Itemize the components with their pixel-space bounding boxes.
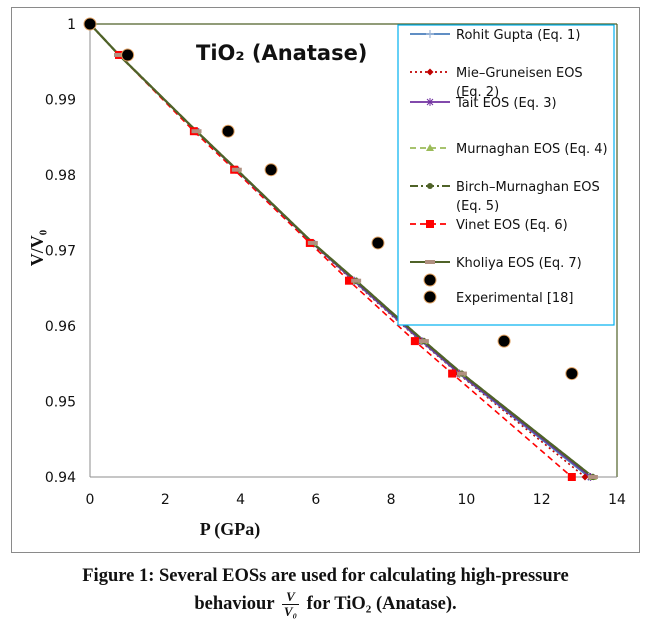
legend-label-continued: (Eq. 5) [456, 199, 499, 214]
experimental-point [264, 163, 278, 177]
data-point-series-6 [418, 339, 429, 344]
caption-line-1: Figure 1: Several EOSs are used for calc… [82, 566, 569, 586]
legend-swatch-marker [426, 98, 434, 106]
legend-swatch-marker [426, 220, 434, 228]
y-tick-label: 0.94 [45, 470, 76, 486]
experimental-point [121, 48, 135, 62]
data-point-series-6 [113, 52, 124, 57]
legend-label: Birch–Murnaghan EOS [456, 180, 600, 195]
legend-swatch-marker [427, 183, 433, 189]
x-tick-label: 12 [533, 492, 551, 508]
y-axis-label: V/V₀ [27, 230, 47, 266]
legend-swatch-marker [426, 30, 434, 38]
chart-frame [11, 7, 640, 553]
experimental-point [221, 124, 235, 138]
legend-label: Mie–Gruneisen EOS [456, 66, 583, 81]
legend-item: Rohit Gupta (Eq. 1) [410, 28, 580, 43]
legend-item: Kholiya EOS (Eq. 7) [410, 256, 582, 271]
legend-item: Mie–Gruneisen EOS (Eq. 2) [410, 66, 583, 100]
legend-label: Murnaghan EOS (Eq. 4) [456, 142, 608, 157]
experimental-point [497, 334, 511, 348]
data-point-series-5 [344, 276, 353, 285]
legend-swatch-marker [426, 144, 434, 151]
fraction-numerator: V [281, 590, 300, 606]
x-tick-label: 10 [458, 492, 476, 508]
x-tick-label: 6 [311, 492, 320, 508]
legend-swatch-marker [426, 68, 434, 76]
x-tick-label: 0 [86, 492, 95, 508]
y-tick-label: 1 [67, 17, 76, 33]
x-tick-label: 8 [387, 492, 396, 508]
legend-item: Tait EOS (Eq. 3) [410, 96, 557, 111]
data-point-series-5 [410, 337, 419, 346]
figure-caption: Figure 1: Several EOSs are used for calc… [0, 562, 651, 619]
legend: Rohit Gupta (Eq. 1) Mie–Gruneisen EOS (Eq.… [397, 24, 615, 326]
experimental-point [83, 17, 97, 31]
legend-label: Tait EOS (Eq. 3) [455, 96, 557, 111]
data-point-series-5 [448, 369, 457, 378]
legend-item: Birch–Murnaghan EOS (Eq. 5) [410, 180, 600, 214]
caption-prefix: behaviour [194, 594, 275, 614]
caption-line-2: behaviour V V₀ for TiO₂ (Anatase). [0, 590, 651, 619]
legend-label: Vinet EOS (Eq. 6) [456, 218, 568, 233]
legend-swatch-marker [423, 273, 437, 287]
plot-title: TiO₂ (Anatase) [196, 41, 367, 65]
x-tick-label: 14 [608, 492, 626, 508]
y-tick-label: 0.99 [45, 93, 76, 109]
y-tick-label: 0.96 [45, 319, 76, 335]
legend-item: Vinet EOS (Eq. 6) [410, 218, 568, 233]
x-tick-label: 2 [161, 492, 170, 508]
y-tick-label: 0.95 [45, 395, 76, 411]
y-tick-label: 0.98 [45, 168, 76, 184]
axes: 0 2 4 6 8 10 12 14 0.94 0.95 0.96 0.97 0.98 0.99 1 [45, 17, 626, 508]
legend-swatch-marker [425, 260, 435, 264]
data-point-series-6 [191, 129, 202, 134]
data-point-series-6 [307, 240, 318, 245]
legend-label: Rohit Gupta (Eq. 1) [456, 28, 580, 43]
x-tick-label: 4 [236, 492, 245, 508]
caption-suffix: for TiO₂ (Anatase). [306, 594, 457, 614]
x-axis-label: P (GPa) [200, 519, 261, 540]
y-tick-label: 0.97 [45, 244, 76, 260]
data-point-series-6 [231, 167, 242, 172]
legend-swatch-marker [423, 290, 437, 304]
experimental-point [565, 367, 579, 381]
data-point-series-6 [351, 278, 362, 283]
data-point-series-6 [587, 475, 598, 479]
legend-item: Murnaghan EOS (Eq. 4) [410, 142, 608, 157]
caption-fraction: V V₀ [281, 590, 300, 620]
data-point-series-5 [567, 473, 576, 481]
legend-item: Experimental [18] [423, 273, 574, 306]
fraction-denominator: V₀ [283, 604, 298, 620]
legend-label: Experimental [18] [456, 291, 574, 306]
chart: 0 2 4 6 8 10 12 14 0.94 0.95 0.96 0.97 0.98 0.99 1 TiO… [27, 17, 626, 540]
data-point-series-6 [456, 371, 467, 376]
legend-label: Kholiya EOS (Eq. 7) [456, 256, 582, 271]
legend-label-continued: (Eq. 2) [456, 85, 499, 100]
experimental-point [371, 236, 385, 250]
data-point-series-1 [581, 473, 589, 481]
